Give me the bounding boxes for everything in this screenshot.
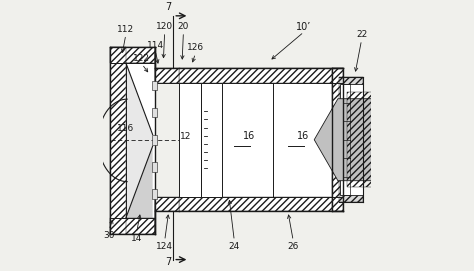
Text: 120: 120 [156, 22, 173, 31]
Bar [339, 78, 363, 202]
Text: 122: 122 [133, 54, 150, 63]
Text: 16: 16 [297, 131, 309, 141]
Text: 26: 26 [288, 242, 299, 251]
Text: 22: 22 [356, 30, 367, 39]
Polygon shape [126, 146, 153, 218]
Bar [152, 135, 156, 144]
Bar [332, 68, 343, 211]
Polygon shape [126, 63, 153, 218]
Bar [347, 92, 409, 187]
Text: 16: 16 [243, 131, 255, 141]
Text: 24: 24 [228, 242, 240, 251]
Text: 20: 20 [178, 22, 189, 31]
Bar [179, 83, 343, 197]
Text: 14: 14 [131, 234, 142, 243]
Text: 10’: 10’ [296, 21, 312, 31]
Bar [110, 47, 155, 63]
Text: 114: 114 [147, 41, 164, 50]
Bar [179, 68, 343, 83]
Bar [155, 68, 179, 83]
Text: 30: 30 [103, 231, 115, 240]
Bar [152, 108, 156, 117]
Text: 116: 116 [117, 124, 135, 133]
Bar [179, 83, 201, 197]
Bar [110, 47, 126, 234]
Text: 124: 124 [156, 242, 173, 251]
Polygon shape [314, 99, 409, 181]
Bar [155, 197, 179, 211]
Bar [152, 162, 156, 172]
Bar [201, 83, 222, 197]
Text: 7: 7 [165, 2, 171, 12]
Bar [152, 81, 156, 90]
Text: 7: 7 [165, 257, 171, 267]
Text: 112: 112 [117, 25, 135, 34]
Bar [179, 197, 343, 211]
Bar [152, 189, 156, 199]
Bar [110, 218, 155, 234]
Bar [340, 84, 363, 195]
Bar [126, 63, 155, 218]
Text: 126: 126 [187, 43, 204, 53]
Text: 12: 12 [181, 132, 192, 141]
